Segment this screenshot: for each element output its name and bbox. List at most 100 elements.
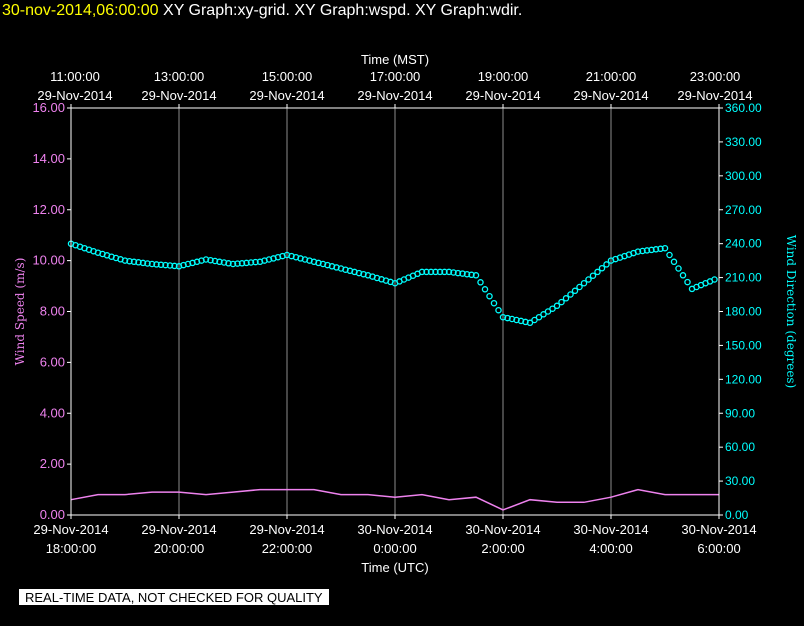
- wdir-point: [553, 302, 561, 310]
- wdir-point: [130, 258, 138, 266]
- wdir-point: [540, 311, 547, 318]
- x-bottom-tick-time: 20:00:00: [154, 541, 205, 556]
- wdir-point: [580, 279, 588, 287]
- wdir-point: [436, 268, 444, 276]
- x-bottom-tick-time: 2:00:00: [481, 541, 524, 556]
- wdir-point: [675, 265, 682, 272]
- x-top-tick-date: 29-Nov-2014: [249, 88, 324, 103]
- timestamp-label: 30-nov-2014,06:00:00: [2, 2, 159, 19]
- wdir-point: [589, 272, 597, 279]
- wdir-point: [670, 258, 678, 266]
- y-left-tick-label: 12.00: [32, 202, 65, 217]
- y-right-tick-label: 300.00: [725, 169, 762, 183]
- y-left-tick-label: 6.00: [40, 354, 65, 369]
- x-bottom-tick-date: 30-Nov-2014: [357, 522, 432, 537]
- y-left-tick-label: 2.00: [40, 456, 65, 471]
- x-top-tick-date: 29-Nov-2014: [357, 88, 432, 103]
- wdir-point: [472, 272, 480, 279]
- axis-titles: Time (MST) Time (UTC) Wind Speed (m/s) Wind…: [13, 52, 798, 575]
- x-bottom-tick-time: 0:00:00: [373, 541, 416, 556]
- wdir-point: [423, 268, 430, 276]
- y-left-tick-label: 4.00: [40, 405, 65, 420]
- wdir-point: [643, 247, 651, 254]
- wdir-point: [666, 251, 673, 259]
- y-right-axis-title: Wind Direction (degrees): [784, 235, 798, 389]
- x-top-tick-time: 23:00:00: [690, 69, 741, 84]
- quality-notice: REAL-TIME DATA, NOT CHECKED FOR QUALITY: [19, 589, 329, 605]
- wdir-point: [238, 260, 246, 267]
- y-right-tick-label: 330.00: [725, 135, 762, 149]
- y-left-tick-label: 10.00: [32, 253, 65, 268]
- x-bottom-axis-title: Time (UTC): [361, 560, 428, 575]
- wdir-point: [486, 292, 493, 300]
- wdir-point: [490, 299, 498, 307]
- x-top-tick-date: 29-Nov-2014: [465, 88, 540, 103]
- wdir-point: [171, 262, 178, 270]
- chart-axes: [67, 104, 723, 519]
- y-left-tick-label: 0.00: [40, 507, 65, 522]
- x-top-tick-date: 29-Nov-2014: [37, 88, 112, 103]
- y-left-tick-label: 8.00: [40, 304, 65, 319]
- wdir-point: [684, 278, 691, 286]
- wdir-point: [441, 268, 448, 276]
- wdir-point: [562, 295, 570, 302]
- x-top-tick-date: 29-Nov-2014: [573, 88, 648, 103]
- wdir-point: [495, 306, 502, 314]
- y-right-tick-label: 180.00: [725, 305, 762, 319]
- chart-header: 30-nov-2014,06:00:00 XY Graph:xy-grid. X…: [2, 2, 522, 20]
- wdir-point: [585, 276, 592, 283]
- x-bottom-tick-date: 29-Nov-2014: [249, 522, 324, 537]
- y-right-tick-label: 0.00: [725, 508, 749, 522]
- wdir-point: [661, 244, 669, 252]
- wdir-point: [576, 283, 583, 291]
- x-bottom-tick-time: 6:00:00: [697, 541, 740, 556]
- x-bottom-tick-time: 22:00:00: [262, 541, 313, 556]
- wdir-point: [571, 287, 579, 295]
- x-top-tick-time: 11:00:00: [50, 69, 100, 84]
- wdir-point: [166, 262, 174, 269]
- wind-direction-series: [67, 240, 718, 327]
- x-bottom-tick-date: 30-Nov-2014: [573, 522, 648, 537]
- y-right-tick-label: 240.00: [725, 237, 762, 251]
- wdir-point: [157, 261, 165, 269]
- y-right-tick-label: 360.00: [725, 101, 762, 115]
- wdir-point: [679, 272, 687, 279]
- wdir-point: [535, 313, 543, 321]
- y-left-tick-label: 14.00: [32, 151, 65, 166]
- y-right-tick-label: 210.00: [725, 271, 762, 285]
- wdir-point: [454, 269, 462, 277]
- wdir-point: [558, 298, 565, 306]
- wdir-point: [418, 268, 426, 276]
- graph-titles: XY Graph:xy-grid. XY Graph:wspd. XY Grap…: [163, 2, 523, 19]
- y-right-tick-label: 60.00: [725, 440, 755, 454]
- wdir-point: [234, 260, 241, 267]
- wdir-point: [432, 268, 439, 276]
- wdir-point: [477, 279, 484, 286]
- x-top-tick-time: 21:00:00: [586, 69, 637, 84]
- x-top-tick-time: 15:00:00: [262, 69, 313, 84]
- wdir-point: [162, 261, 169, 269]
- grid-lines: [70, 108, 720, 515]
- x-bottom-tick-date: 30-Nov-2014: [465, 522, 540, 537]
- y-right-tick-label: 30.00: [725, 474, 755, 488]
- wdir-point: [247, 259, 255, 266]
- wspd-line: [70, 488, 719, 511]
- y-right-tick-label: 150.00: [725, 338, 762, 352]
- wdir-point: [711, 276, 718, 283]
- tick-labels: 0.00 2.00 4.00 6.00 8.00 10.00 12.00 14.00 16.00…: [32, 69, 762, 556]
- wdir-point: [243, 259, 250, 267]
- wdir-point: [481, 286, 489, 293]
- wdir-point: [468, 271, 475, 279]
- y-right-tick-label: 270.00: [725, 203, 762, 217]
- y-left-axis-title: Wind Speed (m/s): [13, 258, 27, 366]
- x-top-tick-time: 19:00:00: [478, 69, 529, 84]
- y-left-tick-label: 16.00: [32, 100, 65, 115]
- wdir-point: [594, 268, 601, 276]
- wdir-point: [603, 261, 610, 268]
- wdir-point: [252, 258, 259, 266]
- x-top-tick-date: 29-Nov-2014: [677, 88, 752, 103]
- wdir-point: [526, 319, 534, 327]
- wdir-point: [544, 308, 552, 315]
- x-bottom-tick-time: 4:00:00: [589, 541, 632, 556]
